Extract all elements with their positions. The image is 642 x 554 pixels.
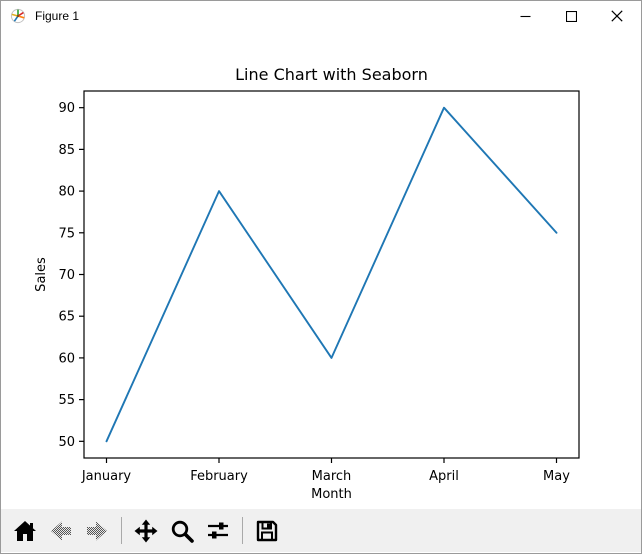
close-icon [611,10,623,22]
x-axis-label: Month [311,487,352,502]
y-tick-label: 80 [58,185,75,200]
save-button[interactable] [251,515,283,547]
window-controls [502,1,640,31]
close-button[interactable] [594,1,640,31]
zoom-button[interactable] [166,515,198,547]
home-icon [14,520,36,541]
pan-arrows-icon [134,519,158,542]
x-tick-label: May [543,469,570,484]
back-button[interactable] [45,515,77,547]
x-tick-label: March [312,469,352,484]
figure-background [1,31,641,511]
x-tick-label: January [81,469,132,484]
zoom-magnifier-icon [171,520,194,543]
configure-subplots-button[interactable] [202,515,234,547]
back-arrow-icon [51,521,71,540]
sliders-icon [208,522,228,538]
window-title: Figure 1 [35,9,80,23]
toolbar-separator [121,517,122,544]
minimize-button[interactable] [502,1,548,31]
y-tick-label: 90 [58,101,75,116]
figure-canvas-area: Line Chart with Seaborn 50 55 60 65 70 75 80 85 9… [1,31,642,511]
toolbar-separator [242,517,243,544]
matplotlib-logo-icon [10,8,26,24]
y-tick-label: 75 [58,226,75,241]
y-tick-label: 50 [58,435,75,450]
chart-title: Line Chart with Seaborn [235,65,428,84]
x-tick-label: April [429,469,459,484]
pan-button[interactable] [130,515,162,547]
save-floppy-icon [256,520,278,541]
data-line [105,106,558,443]
y-tick-label: 85 [58,143,75,158]
home-button[interactable] [9,515,41,547]
y-tick-label: 65 [58,310,75,325]
x-tick-label: February [190,469,248,484]
y-tick-label: 70 [58,268,75,283]
maximize-icon [565,10,577,22]
navigation-toolbar [1,509,641,552]
forward-button[interactable] [81,515,113,547]
y-axis-label: Sales [34,257,49,292]
y-tick-label: 55 [58,393,75,408]
titlebar[interactable]: Figure 1 [1,1,641,31]
forward-arrow-icon [87,521,107,540]
y-tick-label: 60 [58,351,75,366]
figure-canvas[interactable]: Line Chart with Seaborn 50 55 60 65 70 75 80 85 9… [1,31,642,511]
minimize-icon [520,15,530,17]
maximize-button[interactable] [548,1,594,31]
